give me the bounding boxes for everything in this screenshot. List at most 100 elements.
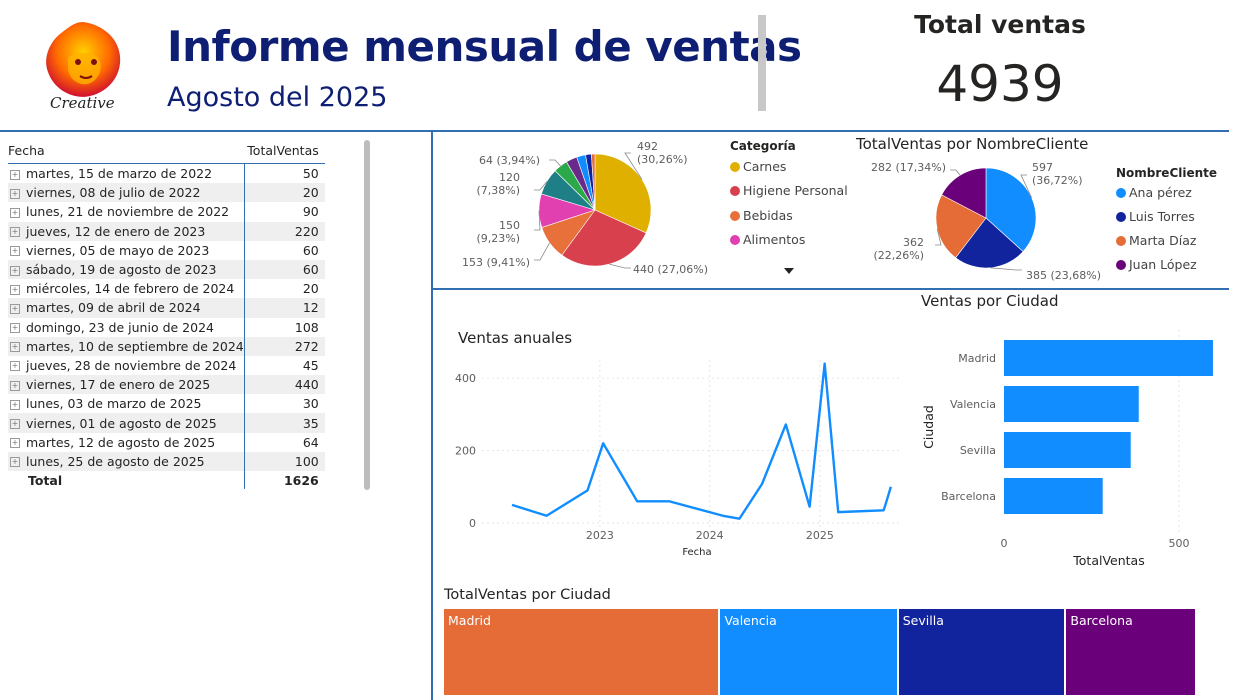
legend-label: Marta Díaz (1129, 233, 1197, 248)
pie-data-label: 597 (36,72%) (1032, 161, 1083, 187)
table-row[interactable]: + miércoles, 14 de febrero de 2024 20 (8, 279, 325, 299)
expand-icon[interactable]: + (10, 457, 20, 468)
pie-data-label: 362 (22,26%) (873, 236, 924, 262)
logo-text: Creative (50, 94, 115, 112)
expand-icon[interactable]: + (10, 303, 20, 314)
pie-slice[interactable] (955, 217, 1024, 269)
cell-fecha: + lunes, 25 de agosto de 2025 (8, 451, 245, 471)
legend-item-client[interactable]: Ana pérez (1116, 185, 1192, 200)
legend-item-higiene[interactable]: Higiene Personal (730, 183, 848, 198)
treemap-tile[interactable]: Valencia (720, 609, 897, 695)
pie-data-label: 385 (23,68%) (1026, 269, 1101, 282)
table-row[interactable]: + domingo, 23 de junio de 2024 108 (8, 317, 325, 337)
legend-item-bebidas[interactable]: Bebidas (730, 208, 793, 223)
total-label: Total (28, 472, 63, 488)
cell-totalventas: 108 (243, 317, 325, 337)
top-divider (0, 130, 1229, 132)
expand-icon[interactable]: + (10, 227, 20, 238)
column-header-fecha[interactable]: Fecha (8, 137, 245, 164)
bar[interactable] (1004, 340, 1213, 376)
legend-label: Alimentos (743, 232, 806, 247)
treemap-tile[interactable]: Barcelona (1066, 609, 1195, 695)
page-subtitle: Agosto del 2025 (167, 82, 388, 113)
x-tick-label: 2025 (806, 529, 834, 542)
table-row[interactable]: + martes, 10 de septiembre de 2024 272 (8, 336, 325, 356)
pie-slice[interactable] (941, 167, 987, 219)
cell-fecha: + martes, 15 de marzo de 2022 (8, 164, 244, 184)
expand-icon[interactable]: + (10, 361, 20, 372)
bar[interactable] (1004, 386, 1139, 422)
expand-icon[interactable]: + (10, 438, 20, 449)
line-chart-title: Ventas anuales (458, 329, 573, 347)
cell-fecha: + sábado, 19 de agosto de 2023 (8, 259, 245, 280)
category-pie-chart: 492 (30,26%) 440 (27,06%) 153 (9,41%) 150 (9,… (440, 135, 850, 285)
expand-icon[interactable]: + (10, 380, 20, 391)
city-bar-chart: Madrid Valencia Sevilla Barcelona 0 500 TotalV… (921, 330, 1213, 568)
cell-totalventas: 12 (243, 298, 325, 318)
legend-item-alimentos[interactable]: Alimentos (730, 232, 805, 247)
x-tick-label: 2024 (696, 529, 724, 542)
expand-icon[interactable]: + (10, 342, 20, 353)
legend-item-carnes[interactable]: Carnes (730, 159, 786, 174)
table-row[interactable]: + jueves, 12 de enero de 2023 220 (8, 221, 325, 241)
expand-icon[interactable]: + (10, 246, 20, 257)
bar[interactable] (1004, 432, 1131, 468)
legend-label: Luis Torres (1129, 209, 1195, 224)
pie-data-label: 492 (30,26%) (637, 140, 688, 166)
sales-line[interactable] (511, 362, 893, 520)
category-label: Sevilla (960, 444, 996, 457)
cell-totalventas: 90 (243, 202, 325, 222)
table-row[interactable]: + martes, 09 de abril de 2024 12 (8, 298, 325, 318)
pie-slice[interactable] (591, 153, 596, 211)
table-row[interactable]: + martes, 15 de marzo de 2022 50 (8, 163, 325, 184)
expand-icon[interactable]: + (10, 169, 20, 180)
table-row[interactable]: + viernes, 01 de agosto de 2025 35 (8, 413, 325, 433)
pie-leader-line (534, 181, 548, 191)
table-scrollbar[interactable] (364, 140, 370, 490)
table-row[interactable]: + lunes, 21 de noviembre de 2022 90 (8, 202, 325, 222)
cell-fecha: + viernes, 05 de mayo de 2023 (8, 241, 244, 260)
expand-icon[interactable]: + (10, 399, 20, 410)
expand-icon[interactable]: + (10, 323, 20, 334)
table-row[interactable]: + martes, 12 de agosto de 2025 64 (8, 432, 325, 452)
expand-icon[interactable]: + (10, 188, 20, 199)
expand-icon[interactable]: + (10, 207, 20, 218)
pie-leader-line (534, 210, 541, 231)
table-row[interactable]: + viernes, 08 de julio de 2022 20 (8, 183, 325, 203)
fecha-text: jueves, 12 de enero de 2023 (26, 223, 206, 239)
fecha-text: viernes, 08 de julio de 2022 (26, 185, 201, 201)
category-label: Valencia (950, 398, 996, 411)
cell-fecha: + jueves, 12 de enero de 2023 (8, 221, 245, 241)
page-title: Informe mensual de ventas (167, 22, 802, 71)
legend-scroll-down-icon[interactable] (784, 268, 794, 274)
cell-fecha: + martes, 09 de abril de 2024 (8, 298, 245, 318)
table-total-row: Total 1626 (8, 471, 325, 489)
table-row[interactable]: + jueves, 28 de noviembre de 2024 45 (8, 355, 325, 376)
fecha-text: martes, 15 de marzo de 2022 (26, 166, 213, 182)
pie-slice[interactable] (594, 153, 652, 234)
expand-icon[interactable]: + (10, 419, 20, 430)
client-pie-chart: 597 (36,72%) 385 (23,68%) 362 (22,26%) 282 (1… (856, 150, 1226, 285)
legend-item-client[interactable]: Juan López (1116, 257, 1197, 272)
bar[interactable] (1004, 478, 1103, 514)
category-legend-title: Categoría (730, 139, 796, 153)
table-row[interactable]: + viernes, 17 de enero de 2025 440 (8, 375, 325, 395)
column-header-totalventas[interactable]: TotalVentas (244, 137, 325, 164)
treemap-tile[interactable]: Madrid (444, 609, 719, 695)
cell-totalventas: 100 (243, 451, 325, 471)
pie-data-label: 64 (3,94%) (479, 154, 540, 167)
table-row[interactable]: + viernes, 05 de mayo de 2023 60 (8, 240, 325, 260)
legend-item-client[interactable]: Marta Díaz (1116, 233, 1196, 248)
expand-icon[interactable]: + (10, 284, 20, 295)
cell-totalventas: 20 (243, 183, 325, 203)
legend-item-client[interactable]: Luis Torres (1116, 209, 1195, 224)
expand-icon[interactable]: + (10, 265, 20, 276)
table-row[interactable]: + sábado, 19 de agosto de 2023 60 (8, 259, 325, 280)
category-pie-svg: 492 (30,26%) 440 (27,06%) 153 (9,41%) 150 (9,… (462, 140, 708, 276)
table-row[interactable]: + lunes, 25 de agosto de 2025 100 (8, 451, 325, 471)
treemap-title: TotalVentas por Ciudad (444, 587, 611, 603)
table-row[interactable]: + lunes, 03 de marzo de 2025 30 (8, 394, 325, 414)
pie-slice[interactable] (561, 209, 647, 267)
cell-totalventas: 20 (243, 279, 325, 299)
treemap-tile[interactable]: Sevilla (898, 609, 1065, 695)
